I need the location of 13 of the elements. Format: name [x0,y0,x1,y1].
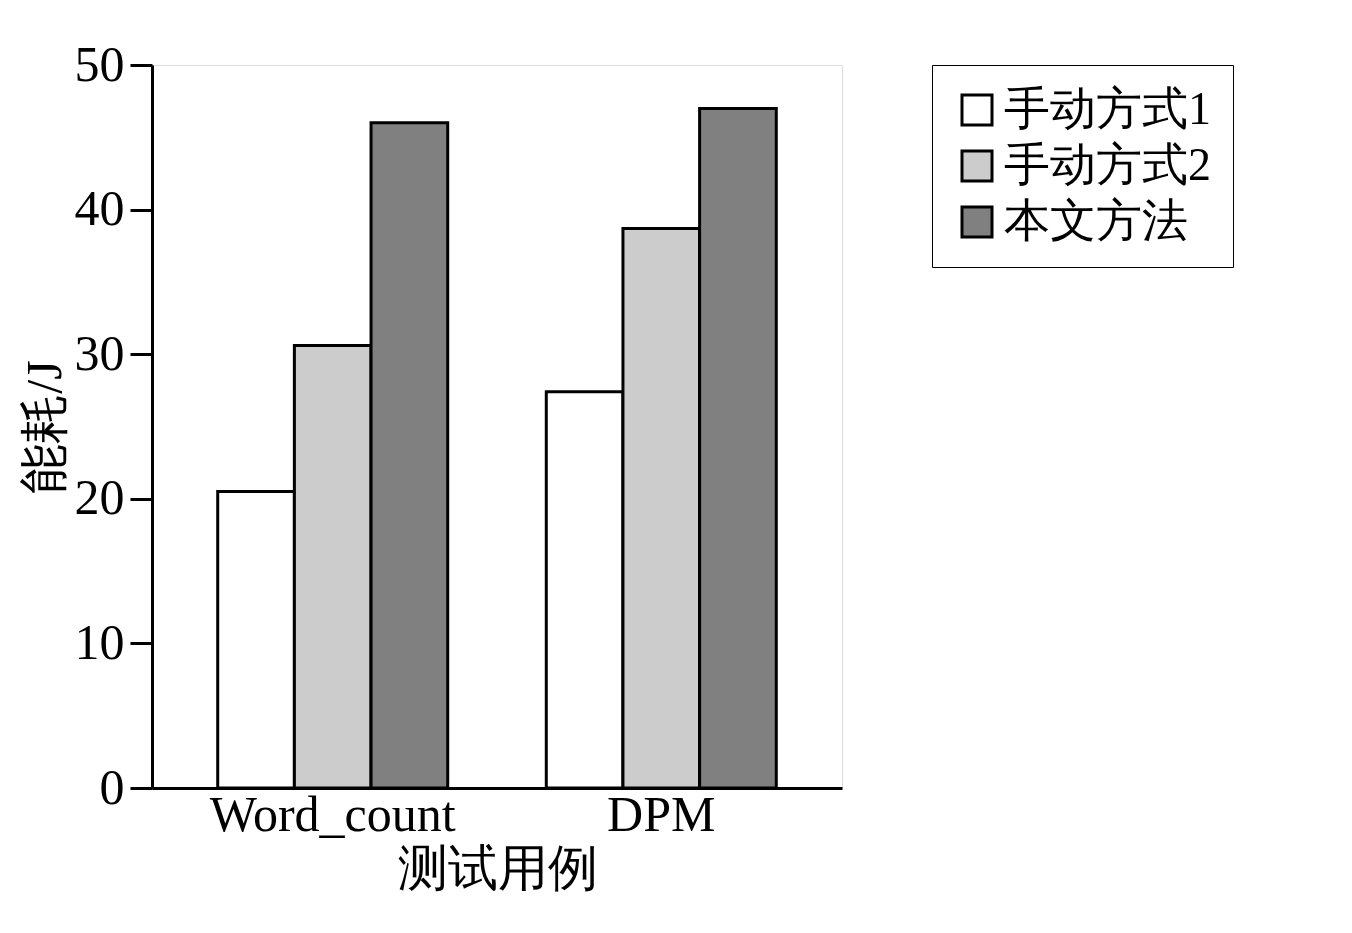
y-tick-label: 30 [74,324,125,381]
x-tick-label: DPM [607,785,716,842]
y-axis-title: 能耗/J [15,360,72,494]
y-tick-label: 50 [74,35,125,92]
y-tick-label: 20 [74,469,125,526]
y-tick-label: 10 [74,613,125,670]
legend-label: 本文方法 [1004,195,1188,246]
x-tick-label: Word_count [209,785,456,842]
y-tick-label: 40 [74,180,125,237]
x-axis-title: 测试用例 [397,839,598,896]
y-tick-label: 0 [99,758,125,815]
legend-label: 手动方式1 [1004,83,1211,134]
legend-label: 手动方式2 [1004,139,1211,190]
